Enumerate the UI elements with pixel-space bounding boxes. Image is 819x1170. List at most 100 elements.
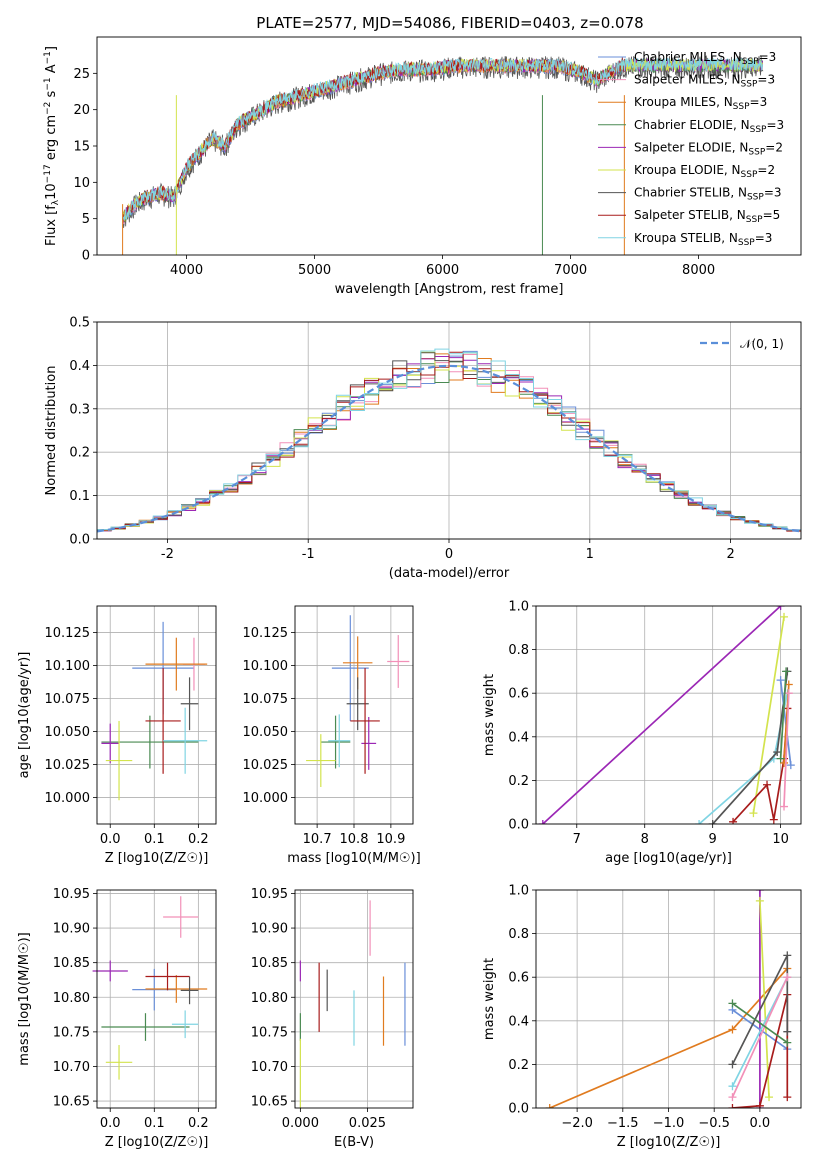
mass_weight_vs_age-ylabel: mass weight <box>482 674 497 756</box>
legend-entry: Salpeter ELODIE, NSSP=2 <box>634 140 783 157</box>
spectrum-line-salpeter-miles <box>122 58 625 225</box>
residuals-ytick-label: 0.0 <box>69 533 90 548</box>
mass_weight_vs_age-marker <box>786 761 795 770</box>
age_vs_mass-ytick-label: 10.000 <box>243 791 289 806</box>
mass_weight_vs_Z-series-line <box>731 976 789 1098</box>
residuals-xtick-label: 0 <box>445 547 453 562</box>
spectrum-line-salpeter-stelib <box>122 57 625 220</box>
residuals-xlabel: (data-model)/error <box>389 566 510 581</box>
mass_weight_vs_Z-marker <box>783 951 792 960</box>
spectrum-lines <box>122 55 764 255</box>
spectrum-ytick-label: 10 <box>73 176 90 191</box>
mass_weight_vs_Z-xtick-label: −1.0 <box>653 1116 685 1131</box>
mass_weight_vs_age-marker <box>769 815 778 824</box>
mass_vs_Z-ytick-label: 10.70 <box>53 1060 90 1075</box>
mass_weight_vs_age-marker <box>729 817 738 824</box>
mass_weight_vs_Z-marker <box>755 896 764 905</box>
mass_weight_vs_age-marker <box>780 612 789 621</box>
mass_vs_Z-ytick-label: 10.65 <box>53 1095 90 1110</box>
age_vs_Z-ytick-label: 10.125 <box>45 626 91 641</box>
mass_weight_vs_Z-series-line <box>732 1002 788 1044</box>
spectrum-xtick-label: 4000 <box>170 263 203 278</box>
mass_vs_Z-axes: 0.0 0.1 0.2 10.65 10.70 10.75 10.80 10.85 10.90 1… <box>17 887 216 1150</box>
age_vs_Z-ytick-label: 10.000 <box>45 791 91 806</box>
residuals-xtick-label: -1 <box>302 547 315 562</box>
mass_weight_vs_Z-ylabel: mass weight <box>482 958 497 1040</box>
mass_weight_vs_Z-ytick-label: 1.0 <box>508 884 529 899</box>
mass_weight_vs_age-xtick-label: 9 <box>709 832 717 847</box>
residuals-ytick-label: 0.1 <box>69 489 90 504</box>
mass_weight_vs_age-lines <box>538 606 795 824</box>
mass_vs_ebv-frame <box>294 889 414 1109</box>
legend-entry-nssp: 3 <box>765 231 773 245</box>
age_vs_mass-points <box>306 615 410 788</box>
age_vs_mass-ytick-label: 10.025 <box>243 758 289 773</box>
age_vs_Z-points <box>101 621 208 801</box>
age_vs_mass-ytick-label: 10.050 <box>243 725 289 740</box>
legend-entry: Salpeter MILES, NSSP=3 <box>634 73 775 90</box>
mass_weight_vs_age-marker <box>708 820 717 824</box>
spectrum-xtick-label: 7000 <box>554 263 587 278</box>
legend-entry-prefix: , N <box>724 73 741 87</box>
residuals-xtick-label: 2 <box>726 547 734 562</box>
residuals-legend-label: 𝒩(0, 1) <box>740 337 784 351</box>
mass_vs_ebv-ytick-label: 10.65 <box>251 1095 288 1110</box>
spectrum-xlabel: wavelength [Angstrom, rest frame] <box>335 282 564 297</box>
mass_vs_ebv-xtick-label: 0.025 <box>349 1116 386 1131</box>
mass_weight_vs_age-marker <box>695 820 704 824</box>
mass_weight_vs_age-xtick-label: 8 <box>641 832 649 847</box>
mass_weight_vs_age-marker <box>776 754 785 763</box>
mass_weight_vs_age-xtick-label: 10 <box>772 832 789 847</box>
mass_weight_vs_age-frame <box>535 605 802 825</box>
age_vs_Z-xtick-label: 0.2 <box>188 832 209 847</box>
legend-entry-eq: = <box>755 231 765 245</box>
age_vs_mass-xtick-label: 10.8 <box>340 832 369 847</box>
legend-entry-name: Kroupa ELODIE <box>634 163 724 177</box>
spectrum-line-kroupa-stelib <box>122 57 763 221</box>
age_vs_Z-ylabel: age [log10(age/yr)] <box>17 652 32 779</box>
legend-entry: Chabrier MILES, NSSP=3 <box>634 50 776 67</box>
mass_weight_vs_Z-xtick-label: −1.5 <box>607 1116 639 1131</box>
spectrum-ytick-label: 15 <box>73 140 90 155</box>
mass_weight_vs_Z-marker <box>755 890 764 894</box>
spectrum-plot: 4000 5000 6000 7000 8000 0 5 10 15 20 25 wavelength… <box>43 46 764 297</box>
age_vs_mass-frame <box>294 605 414 825</box>
mass_weight_vs_Z-series-line <box>732 1009 788 1050</box>
mass_weight_vs_Z-marker <box>728 1025 737 1034</box>
legend-entry-sub: SSP <box>746 215 763 225</box>
mass_weight_vs_Z-marker <box>755 1101 764 1108</box>
legend-entry-nssp: 3 <box>769 50 777 64</box>
age_vs_Z-frame <box>96 605 217 825</box>
mass_weight_vs_Z-frame <box>535 889 802 1109</box>
mass_weight_vs_Z-lines <box>545 890 792 1108</box>
legend-entry-nssp: 3 <box>767 73 775 87</box>
legend-entry-eq: = <box>757 73 767 87</box>
mass_vs_Z-ylabel: mass [log10(M/M☉)] <box>17 932 32 1065</box>
mass_weight_vs_age-series <box>538 606 795 824</box>
mass_weight_vs_age-series-line <box>779 671 787 759</box>
mass_weight_vs_age-series-line <box>752 616 785 814</box>
legend-entry-sub: SSP <box>747 193 764 203</box>
mass_weight_vs_Z-ytick-label: 0.2 <box>508 1058 529 1073</box>
mass_vs_Z-xtick-label: 0.2 <box>188 1116 209 1131</box>
residuals-hist <box>97 351 801 534</box>
mass_vs_ebv-axes: 0.000 0.025 10.65 10.70 10.75 10.80 10.85 10.90… <box>251 887 413 1150</box>
mass_weight_vs_age-marker <box>763 780 772 789</box>
legend-entry: Salpeter STELIB, NSSP=5 <box>634 208 780 225</box>
residuals-ytick-label: 0.2 <box>69 446 90 461</box>
residuals-ytick-label: 0.4 <box>69 359 90 374</box>
mass_vs_Z-ytick-label: 10.75 <box>53 1025 90 1040</box>
spectrum-ytick-label: 25 <box>73 67 90 82</box>
legend-entry-name: Kroupa STELIB <box>634 231 721 245</box>
legend-entry-name: Chabrier STELIB <box>634 186 730 200</box>
legend-entry-prefix: , N <box>724 163 741 177</box>
mass_weight_vs_Z-marker <box>783 973 792 982</box>
legend-entry-prefix: , N <box>725 50 742 64</box>
legend-entry-name: Chabrier MILES <box>634 50 725 64</box>
age_vs_mass-xtick-label: 10.7 <box>303 832 332 847</box>
legend-entry-prefix: , N <box>730 186 747 200</box>
age_vs_Z-ytick-label: 10.075 <box>45 692 91 707</box>
legend-entry: Chabrier ELODIE, NSSP=3 <box>634 118 784 135</box>
legend-entry-nssp: 3 <box>760 95 768 109</box>
mass_weight_vs_age-series-line <box>783 693 790 807</box>
